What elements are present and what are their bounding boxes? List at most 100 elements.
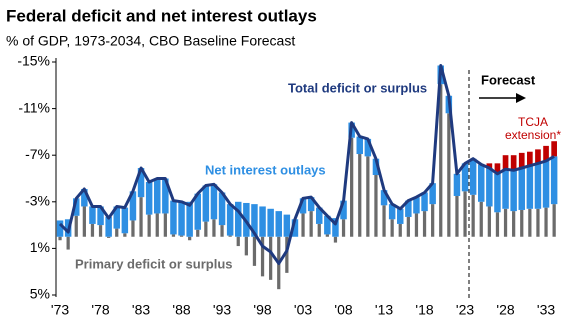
x-tick-label: '93	[213, 302, 231, 318]
chart-title: Federal deficit and net interest outlays	[6, 6, 317, 25]
bar	[469, 158, 477, 195]
bar	[552, 204, 556, 237]
bar	[147, 214, 151, 237]
bar	[212, 219, 216, 237]
bar	[82, 206, 86, 237]
y-tick-label: 5%	[30, 286, 50, 302]
bar	[512, 211, 516, 237]
bar	[406, 216, 410, 237]
bar	[486, 168, 493, 207]
bar	[356, 136, 363, 155]
bar	[494, 163, 501, 174]
y-tick-label: -7%	[25, 146, 50, 162]
y-tick-label: -3%	[25, 193, 50, 209]
series-label: Net interest outlays	[205, 162, 326, 177]
bar	[340, 200, 347, 220]
bar	[218, 192, 226, 226]
bar	[252, 236, 257, 266]
bar	[333, 236, 338, 243]
bar	[390, 219, 394, 237]
x-tick-label: '08	[334, 302, 352, 318]
bar	[358, 154, 362, 237]
x-tick-label: '18	[415, 302, 433, 318]
bar	[528, 208, 532, 237]
bar	[455, 195, 459, 237]
bar	[73, 198, 80, 216]
x-tick-label: '13	[375, 302, 393, 318]
x-tick-label: '98	[253, 302, 271, 318]
x-tick-label: '78	[91, 302, 109, 318]
bar	[447, 113, 451, 237]
bar	[170, 200, 177, 235]
bar	[495, 212, 500, 237]
bar	[155, 213, 159, 237]
bar	[551, 141, 557, 157]
bar	[550, 156, 558, 205]
bar	[58, 236, 62, 241]
bar	[332, 218, 339, 237]
bar	[543, 145, 549, 162]
x-tick-label: '03	[294, 302, 312, 318]
bar	[162, 178, 169, 214]
bar	[285, 236, 289, 273]
bar	[405, 200, 412, 217]
bar	[299, 198, 307, 214]
bar	[502, 169, 509, 209]
x-tick-label: '73	[51, 302, 69, 318]
bar	[502, 155, 509, 170]
forecast-arrowhead	[516, 93, 526, 103]
bar	[228, 235, 232, 237]
bar	[235, 201, 242, 237]
x-tick-label: '83	[132, 302, 150, 318]
bar	[478, 164, 485, 202]
bar	[131, 220, 135, 237]
line	[58, 64, 555, 265]
bar	[518, 168, 525, 210]
bar	[251, 204, 258, 237]
bar	[316, 207, 323, 224]
bar	[56, 220, 64, 237]
bar	[186, 201, 193, 237]
bar	[163, 213, 167, 237]
bar	[283, 214, 291, 237]
bar	[89, 206, 96, 224]
bar	[421, 192, 428, 212]
forecast-label: Forecast	[481, 72, 536, 87]
bar	[317, 223, 321, 237]
bar	[107, 236, 111, 238]
x-tick-label: '28	[496, 302, 514, 318]
bar	[341, 219, 346, 237]
bar	[520, 209, 524, 237]
tcja-label: TCJA extension*	[504, 115, 562, 142]
bar	[535, 149, 541, 164]
bar	[382, 205, 386, 237]
bar	[374, 175, 378, 237]
bar	[121, 207, 129, 234]
bar	[236, 236, 240, 247]
bar	[479, 201, 483, 237]
bar	[544, 207, 548, 237]
bar	[487, 206, 491, 237]
bar	[364, 138, 372, 157]
bar	[202, 185, 210, 222]
bar	[210, 184, 218, 220]
bar	[269, 236, 273, 280]
bar	[431, 204, 435, 237]
bar	[74, 215, 78, 237]
bar	[260, 236, 265, 277]
bar	[129, 191, 137, 221]
bar	[115, 228, 119, 237]
bar	[536, 208, 540, 237]
bar	[324, 215, 331, 235]
y-tick-label: -15%	[17, 53, 50, 69]
bar	[291, 219, 299, 237]
bar	[429, 183, 436, 205]
y-tick-label: 1%	[30, 239, 50, 255]
bar	[380, 190, 388, 206]
bar	[179, 235, 184, 237]
bar	[510, 170, 517, 212]
bar	[98, 225, 103, 237]
bar	[486, 163, 493, 169]
bar	[518, 152, 525, 169]
